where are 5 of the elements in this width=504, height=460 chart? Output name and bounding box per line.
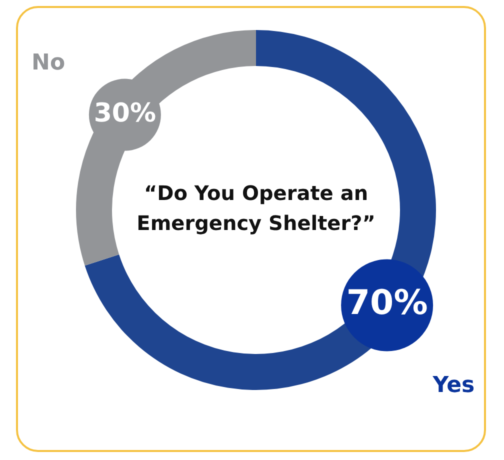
slice-label: No: [32, 50, 66, 76]
text: “Do You Operate an Emergency Shelter?”: [136, 181, 376, 236]
slice-label: Yes: [432, 373, 475, 398]
data-label: 70%: [346, 283, 428, 324]
data-label: 30%: [94, 98, 156, 129]
